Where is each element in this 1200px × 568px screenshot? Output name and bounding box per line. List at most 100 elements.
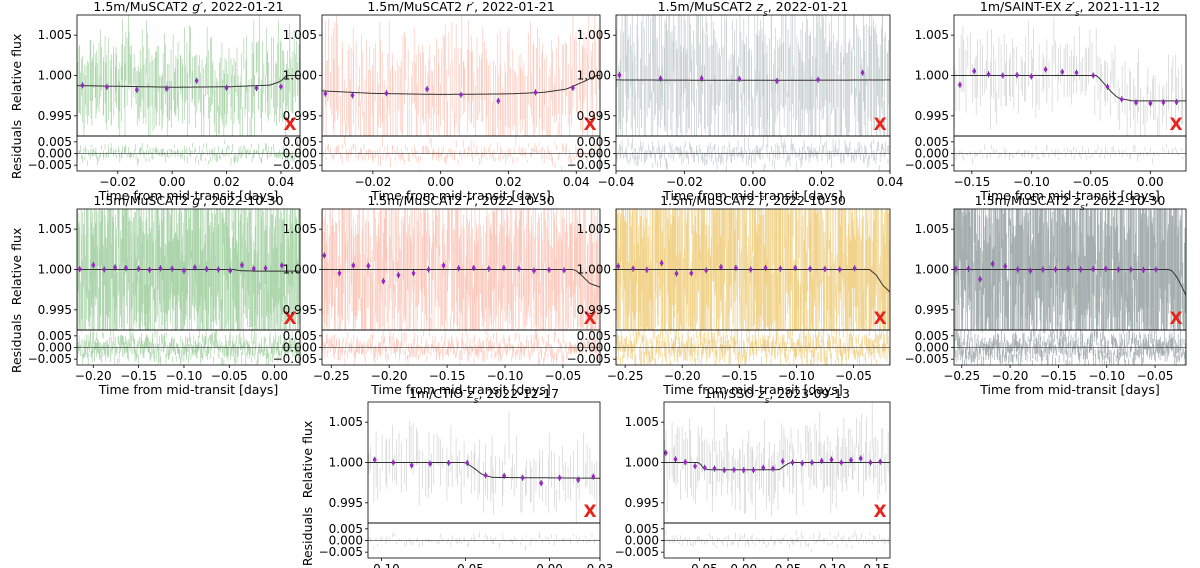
flux-tick-label: 0.995 <box>915 109 949 123</box>
binned-point <box>986 72 991 77</box>
residual-tick-label: −0.005 <box>28 158 72 172</box>
binned-point <box>465 461 469 465</box>
binned-point <box>483 473 488 478</box>
binned-point <box>1105 84 1110 89</box>
flux-tick-label: 1.000 <box>38 263 72 277</box>
binned-point <box>1003 264 1008 269</box>
binned-point <box>693 464 697 468</box>
residual-errorbars <box>616 330 890 365</box>
binned-point <box>396 273 401 277</box>
rejection-marker: X <box>583 502 596 522</box>
x-axis-label: Time from mid-transit [days] <box>979 382 1159 397</box>
binned-point <box>1029 74 1034 79</box>
binned-point <box>562 268 566 273</box>
binned-point <box>322 253 327 258</box>
binned-point <box>323 91 328 96</box>
residual-data <box>368 532 600 551</box>
flux-tick-label: 1.000 <box>625 456 659 470</box>
panel-title: 1.5m/MuSCAT2 zs, 2022-01-21 <box>658 0 849 19</box>
binned-point <box>372 457 377 462</box>
binned-point <box>391 460 396 465</box>
residual-tick-label: 0.005 <box>38 329 72 343</box>
residual-tick-label: 0.005 <box>38 135 72 149</box>
binned-point <box>732 467 736 472</box>
residual-tick-label: 0.000 <box>915 147 949 161</box>
rejection-marker: X <box>873 309 886 329</box>
binned-point <box>80 83 85 88</box>
binned-point <box>1129 267 1133 272</box>
flux-tick-label: 1.005 <box>577 222 611 236</box>
x-tick-label: −0.10 <box>1088 369 1125 383</box>
x-tick-label: −0.25 <box>943 369 980 383</box>
raw-data <box>616 15 890 136</box>
panel-title: 1.5m/MuSCAT2 g′, 2022-01-21 <box>93 0 283 14</box>
binned-point <box>868 460 873 465</box>
binned-point <box>683 460 688 464</box>
residual-tick-label: 0.005 <box>329 522 363 536</box>
flux-tick-label: 1.000 <box>38 69 72 83</box>
flux-tick-label: 1.005 <box>625 415 659 429</box>
binned-point <box>778 266 783 271</box>
raw-errorbars <box>616 209 890 330</box>
binned-point <box>860 70 865 75</box>
binned-point <box>616 264 621 269</box>
residual-data <box>616 136 890 171</box>
panel-title: 1.5m/MuSCAT2 g′, 2022-10-30 <box>93 193 283 208</box>
raw-data <box>664 402 890 521</box>
x-tick-label: −0.10 <box>487 369 524 383</box>
binned-point <box>502 266 506 270</box>
binned-point <box>775 79 779 83</box>
binned-point <box>1091 267 1095 271</box>
binned-point <box>1141 268 1146 272</box>
residual-tick-label: −0.005 <box>615 545 659 559</box>
residual-errorbars <box>77 139 300 167</box>
binned-point <box>966 266 971 271</box>
binned-point <box>673 457 678 462</box>
rejection-marker: X <box>873 502 886 522</box>
binned-point <box>204 267 209 271</box>
x-tick-label: −0.25 <box>313 369 350 383</box>
binned-point <box>1116 267 1121 272</box>
binned-point <box>1043 67 1048 72</box>
binned-point <box>839 460 844 465</box>
panel-4: 1m/SAINT-EX z′s, 2021-11-12 1.005 1.000 0.9… <box>905 0 1187 203</box>
x-tick-label: 0.00 <box>1137 175 1164 189</box>
rejection-marker: X <box>583 309 596 329</box>
flux-tick-label: 1.000 <box>577 69 611 83</box>
x-tick-label: 0.02 <box>495 175 522 189</box>
x-tick-label: 0.04 <box>563 175 590 189</box>
x-tick-label: 0.03 <box>587 562 614 568</box>
binned-point <box>254 86 259 90</box>
residual-tick-label: −0.005 <box>567 158 611 172</box>
residual-axis-label: Residuals <box>9 314 24 373</box>
binned-point <box>337 271 342 275</box>
binned-point <box>737 77 742 81</box>
binned-point <box>91 263 96 267</box>
x-tick-label: −0.05 <box>1137 369 1174 383</box>
binned-point <box>878 459 883 464</box>
residual-tick-label: −0.005 <box>273 158 317 172</box>
binned-point <box>734 266 738 270</box>
x-tick-label: −0.05 <box>447 562 484 568</box>
binned-point <box>748 267 753 272</box>
binned-point <box>674 271 679 276</box>
binned-point <box>426 267 431 272</box>
flux-tick-label: 0.995 <box>577 109 611 123</box>
flux-tick-label: 0.995 <box>577 303 611 317</box>
binned-point <box>808 266 812 271</box>
binned-point <box>571 86 575 90</box>
flux-tick-label: 1.000 <box>283 69 317 83</box>
binned-point <box>428 461 433 466</box>
x-axis-label: Time from mid-transit [days] <box>662 382 842 397</box>
binned-point <box>829 457 834 462</box>
rejection-marker: X <box>1169 309 1182 329</box>
binned-point <box>852 266 857 271</box>
flux-tick-label: 1.000 <box>915 69 949 83</box>
x-axis-label: Time from mid-transit [days] <box>98 382 278 397</box>
panel-10: 1m/SSO zs, 2023-09-13 1.005 1.000 0.995 0.00… <box>615 386 891 568</box>
binned-point <box>381 279 386 283</box>
panel-9: 1m/CTIO zs, 2022-12-17 1.005 1.000 0.995 0.0… <box>300 386 613 568</box>
x-tick-label: −0.25 <box>607 369 644 383</box>
binned-point <box>819 459 824 463</box>
panel-title: 1m/SAINT-EX z′s, 2021-11-12 <box>980 0 1160 19</box>
